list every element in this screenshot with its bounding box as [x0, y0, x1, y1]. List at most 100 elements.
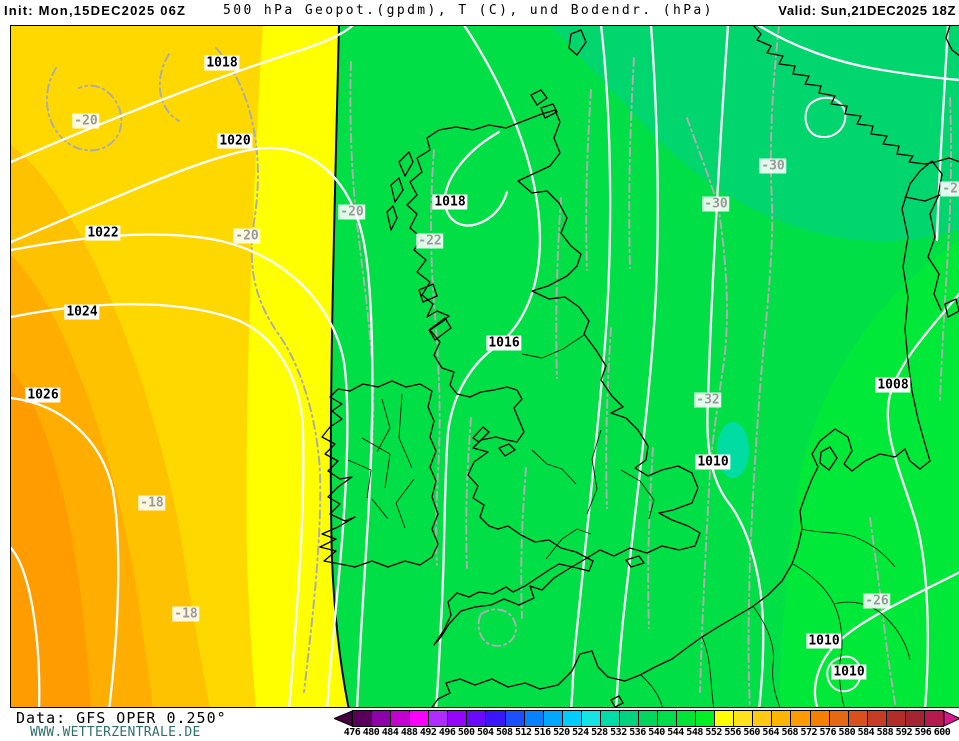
colorbar-cell — [658, 711, 678, 726]
colorbar-tick: 504 — [476, 727, 494, 738]
coastline-continent — [431, 160, 943, 707]
colorbar: 476 480 484 488 492 496 500 504 508 512 516 520 524 5… — [334, 710, 959, 740]
continental-borders — [640, 528, 911, 707]
colorbar-cell — [791, 711, 811, 726]
anglesey — [498, 443, 516, 457]
temperature-contours — [45, 25, 953, 707]
colorbar-tick: 560 — [743, 727, 760, 738]
colorbar-cell — [505, 711, 525, 726]
colorbar-tick: 540 — [648, 727, 665, 738]
colorbar-tick: 568 — [781, 727, 799, 738]
colorbar-tick: 584 — [857, 727, 875, 738]
colorbar-tick: 520 — [553, 727, 570, 738]
colorbar-cell — [543, 711, 563, 726]
colorbar-cell — [638, 711, 658, 726]
colorbar-tick: 588 — [876, 727, 894, 738]
data-source-label: Data: GFS OPER 0.250° — [16, 709, 227, 727]
colorbar-cell — [391, 711, 411, 726]
colorbar-cell — [677, 711, 697, 726]
isle-of-man — [472, 426, 490, 443]
colorbar-tick: 528 — [591, 727, 608, 738]
colorbar-tick: 572 — [800, 727, 818, 738]
colorbar-tick: 536 — [629, 727, 646, 738]
color-patch-teal — [717, 422, 749, 478]
colorbar-tick: 532 — [610, 727, 627, 738]
init-time-label: Init: Mon,15DEC2025 06Z — [4, 3, 187, 18]
colorbar-tick: 512 — [515, 727, 532, 738]
colorbar-cells — [352, 710, 944, 727]
colorbar-tick: 580 — [838, 727, 856, 738]
colorbar-tick: 492 — [419, 727, 437, 738]
channel-islands — [610, 695, 624, 707]
ireland-county-borders — [347, 393, 415, 529]
colorbar-cell — [467, 711, 487, 726]
colorbar-cell — [734, 711, 754, 726]
colorbar-right-arrow — [944, 710, 959, 727]
map-header: Init: Mon,15DEC2025 06Z 500 hPa Geopot.(… — [0, 0, 959, 25]
colorbar-cell — [600, 711, 620, 726]
color-band-green-northeast — [549, 25, 959, 241]
colorbar-cell — [867, 711, 887, 726]
colorbar-tick: 596 — [914, 727, 932, 738]
danish-island — [944, 298, 959, 318]
colorbar-cell — [581, 711, 601, 726]
coastlines — [319, 25, 959, 707]
valid-time-label: Valid: Sun,21DEC2025 18Z — [778, 3, 956, 18]
colorbar-cell — [619, 711, 639, 726]
colorbar-tick: 564 — [762, 727, 779, 738]
colorbar-tick: 544 — [667, 727, 684, 738]
colorbar-tick: 556 — [724, 727, 741, 738]
hebrides — [386, 151, 452, 341]
colorbar-tick: 592 — [895, 727, 913, 738]
colorbar-cell — [905, 711, 925, 726]
colorbar-cell — [753, 711, 773, 726]
colorbar-tick: 516 — [534, 727, 551, 738]
colorbar-tick: 576 — [819, 727, 837, 738]
color-band-green-east — [779, 240, 959, 707]
colorbar-tick: 552 — [705, 727, 722, 738]
weather-map-canvas — [11, 25, 959, 707]
colorbar-cell — [524, 711, 544, 726]
colorbar-cell — [924, 711, 943, 726]
isle-of-wight — [625, 555, 645, 568]
orkney — [530, 89, 558, 119]
coastline-ireland — [319, 380, 439, 568]
colorbar-cell — [886, 711, 906, 726]
colorbar-tick: 476 — [343, 727, 361, 738]
colorbar-tick: 488 — [400, 727, 418, 738]
colorbar-tick: 524 — [572, 727, 589, 738]
colorbar-cell — [848, 711, 868, 726]
zuiderzee — [819, 446, 838, 471]
coastline-norway — [752, 25, 959, 165]
colorbar-ticks: 476 480 484 488 492 496 500 504 508 512 516 520 524 5… — [344, 727, 952, 740]
colorbar-cell — [810, 711, 830, 726]
colorbar-cell — [715, 711, 735, 726]
colorbar-cell — [448, 711, 468, 726]
colorbar-tick: 548 — [686, 727, 703, 738]
colorbar-tick: 496 — [438, 727, 456, 738]
colorbar-tick: 500 — [457, 727, 475, 738]
colorbar-tick: 600 — [933, 727, 951, 738]
colorbar-cell — [429, 711, 449, 726]
shetland — [568, 29, 587, 56]
colorbar-cell — [696, 711, 716, 726]
coastline-great-britain — [406, 109, 701, 646]
limfjord — [904, 194, 941, 202]
website-label: WWW.WETTERZENTRALE.DE — [30, 725, 201, 740]
colorbar-cell — [410, 711, 430, 726]
map-area — [10, 25, 959, 708]
coastline-sweden — [945, 25, 959, 57]
colorbar-cell — [772, 711, 792, 726]
colorbar-cell — [829, 711, 849, 726]
colorbar-tick: 480 — [362, 727, 380, 738]
colorbar-cell — [372, 711, 392, 726]
colorbar-cell — [353, 711, 373, 726]
color-band-orange-deep — [11, 370, 91, 707]
isobar-lines — [11, 25, 959, 707]
colorbar-left-arrow — [334, 710, 352, 727]
colorbar-cell — [486, 711, 506, 726]
britain-internal-borders — [521, 334, 655, 560]
colorbar-tick: 484 — [381, 727, 399, 738]
colorbar-tick: 508 — [495, 727, 513, 738]
